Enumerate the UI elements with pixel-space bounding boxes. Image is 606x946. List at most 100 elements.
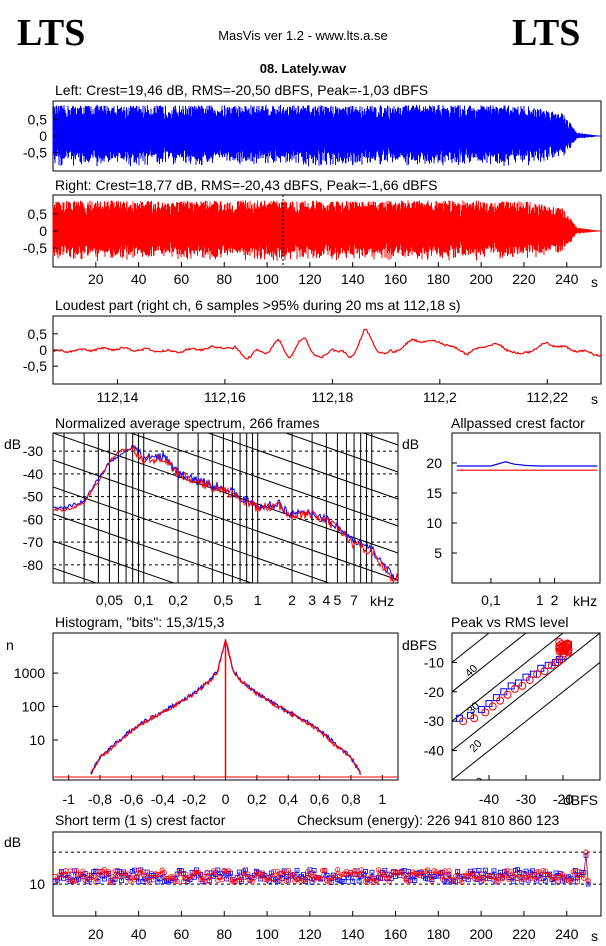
short-term-point-L	[491, 868, 497, 874]
short-term-point-R	[249, 879, 255, 885]
right-channel-label: Right: Crest=18,77 dB, RMS=-20,43 dBFS, …	[55, 177, 438, 193]
loudest-xtick-label: 112,16	[204, 389, 246, 405]
short-term-point-R	[93, 879, 99, 885]
spectrum-ytick-label: -70	[23, 534, 43, 550]
short-term-point-R	[386, 878, 392, 885]
spectrum-series-R	[53, 445, 398, 583]
peak-rms-diagonal	[452, 633, 600, 751]
short-term-series-R	[54, 852, 589, 884]
time-axis-tick-label: 20	[88, 271, 104, 287]
short-term-point-R	[360, 871, 366, 877]
short-term-point-R	[326, 879, 332, 885]
peak-rms-point-R	[481, 708, 490, 717]
short-term-point-R	[65, 876, 71, 883]
short-term-point-L	[346, 875, 351, 881]
short-term-xtick-label: 180	[427, 926, 451, 942]
allpassed-series-L	[456, 461, 598, 467]
peak-rms-diagonal	[452, 661, 600, 780]
short-term-point-R	[180, 878, 187, 885]
short-term-point-R	[232, 879, 238, 885]
spectrum-label: Normalized average spectrum, 266 frames	[55, 415, 320, 431]
short-term-point-R	[495, 879, 501, 885]
short-term-point-R	[439, 876, 446, 882]
peak-rms-diag-label: 20	[467, 738, 484, 755]
short-term-point-L	[510, 879, 516, 885]
short-term-point-R	[80, 868, 86, 874]
peak-rms-point-L	[529, 670, 537, 678]
histogram-xtick-label: 0,8	[341, 791, 361, 807]
short-term-xtick-label: 240	[555, 926, 579, 942]
spectrum-xtick-label: 3	[308, 592, 316, 608]
spectrum-xtick-label: 5	[334, 592, 342, 608]
short-term-point-R	[161, 870, 167, 876]
peak-rms-point-R	[555, 638, 564, 647]
short-term-point-R	[140, 868, 146, 875]
file-title: 08. Lately.wav	[259, 61, 347, 76]
short-term-point-R	[277, 877, 283, 884]
peak-rms-ylabel: dBFS	[402, 637, 438, 653]
peak-rms-point-R	[459, 717, 468, 726]
spectrum-xtick-label: 1	[254, 592, 262, 608]
spectrum-xtick-label: 4	[322, 592, 330, 608]
short-term-point-R	[112, 868, 118, 874]
loudest-ytick-label: -0,5	[23, 358, 47, 374]
peak-rms-point-R	[540, 667, 549, 676]
short-term-point-R	[365, 879, 371, 885]
histogram-xtick-label: -0,8	[88, 791, 112, 807]
short-term-xtick-label: 80	[216, 926, 232, 942]
short-term-point-R	[425, 867, 431, 873]
short-term-point-R	[555, 878, 561, 884]
short-term-point-R	[97, 872, 103, 878]
short-term-ylabel: dB	[4, 834, 22, 850]
spectrum-diagonal	[53, 244, 398, 364]
time-axis-tick-label: 160	[384, 271, 408, 287]
peak-rms-point-R	[518, 681, 527, 690]
time-axis-tick-label: 180	[427, 271, 451, 287]
histogram-ytick-label: 1000	[14, 665, 45, 681]
spectrum-diagonal	[361, 433, 398, 446]
spectrum-ytick-label: -40	[23, 466, 43, 482]
short-term-point-R	[437, 870, 444, 876]
allpassed-ytick-label: 20	[426, 455, 442, 471]
short-term-point-R	[213, 869, 219, 875]
loudest-ytick-label: 0,5	[28, 326, 48, 342]
short-term-point-R	[416, 872, 422, 879]
loudest-xtick-label: 112,18	[311, 389, 353, 405]
short-term-point-R	[469, 870, 476, 876]
allpassed-ylabel: dB	[402, 436, 420, 452]
short-term-point-R	[446, 868, 452, 874]
spectrum-ylabel: dB	[4, 436, 22, 452]
allpassed-unit: kHz	[573, 593, 598, 609]
peak-rms-point-R	[533, 670, 542, 679]
time-axis-tick-label: 240	[555, 271, 579, 287]
loudest-unit: s	[591, 391, 598, 407]
spectrum-diagonal	[53, 271, 398, 391]
short-term-point-R	[302, 877, 309, 883]
short-term-point-R	[219, 877, 225, 883]
short-term-point-R	[444, 873, 450, 879]
short-term-point-R	[506, 876, 512, 882]
peak-rms-ytick-label: -40	[424, 743, 444, 759]
short-term-point-R	[275, 868, 281, 874]
short-term-point-R	[369, 874, 375, 880]
spectrum-unit: kHz	[370, 593, 395, 609]
allpassed-xtick-label: 2	[551, 592, 559, 608]
peak-rms-xtick-label: -30	[516, 791, 536, 807]
short-term-point-R	[225, 868, 232, 874]
short-term-point-R	[450, 878, 456, 884]
peak-rms-xunit: dBFS	[563, 792, 599, 808]
spectrum-xtick-label: 0,05	[96, 592, 123, 608]
short-term-point-L	[301, 872, 306, 878]
spectrum-ytick-label: -80	[23, 557, 43, 573]
logo-right: LTS	[512, 12, 581, 54]
short-term-point-R	[459, 879, 465, 886]
histogram-xtick-label: 0,6	[310, 791, 330, 807]
allpassed-xtick-label: 1	[536, 592, 544, 608]
short-term-point-R	[373, 878, 379, 884]
spectrum-xtick-label: 0,2	[168, 592, 188, 608]
short-term-ytick-label: 10	[29, 876, 45, 892]
spectrum-grid	[53, 244, 398, 583]
right-waveform-ytick-label: -0,5	[23, 240, 47, 256]
short-term-xtick-label: 200	[469, 926, 493, 942]
loudest-xtick-label: 112,14	[97, 389, 139, 405]
